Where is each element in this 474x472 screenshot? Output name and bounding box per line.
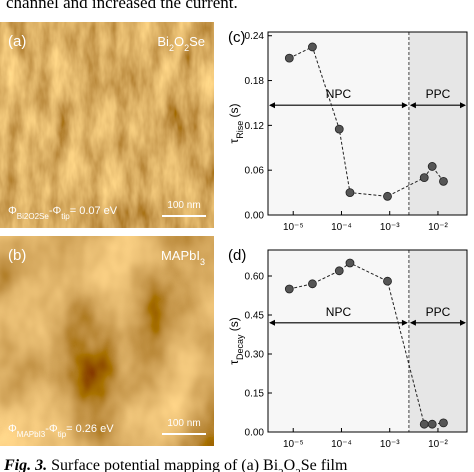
text-part: O bbox=[174, 34, 184, 49]
panel-label: (b) bbox=[8, 247, 26, 264]
material-label: Bi2O2Se bbox=[157, 34, 205, 53]
arrow-head bbox=[409, 102, 466, 109]
plot-frame bbox=[267, 31, 468, 216]
data-point bbox=[419, 419, 429, 429]
region-label: NPC bbox=[326, 305, 352, 319]
text-part: Decay bbox=[235, 334, 245, 360]
data-point bbox=[383, 276, 392, 286]
data-point bbox=[345, 188, 355, 197]
text-part: Φ bbox=[8, 423, 17, 435]
region-label: NPC bbox=[326, 87, 352, 101]
data-point bbox=[439, 176, 448, 186]
region-label: PPC bbox=[426, 87, 451, 101]
panel-label: (d) bbox=[228, 247, 246, 264]
plot-frame bbox=[267, 249, 468, 433]
data-point bbox=[334, 124, 344, 134]
region-shade bbox=[408, 250, 467, 432]
text-part: 2 bbox=[169, 43, 174, 53]
y-tick-label: 0.15 bbox=[245, 389, 265, 400]
text-part: 2 bbox=[295, 467, 301, 472]
data-point bbox=[308, 279, 317, 289]
text-part: tip bbox=[58, 430, 67, 439]
text-part: = 0.26 eV bbox=[66, 423, 114, 435]
data-point bbox=[427, 419, 437, 429]
text-part: -Φ bbox=[45, 423, 58, 435]
x-tick-label: 10⁻⁴ bbox=[331, 222, 352, 233]
x-tick-label: 10⁻² bbox=[428, 222, 448, 233]
data-point bbox=[308, 42, 317, 52]
y-tick-label: 0.06 bbox=[245, 166, 265, 177]
data-point bbox=[439, 418, 448, 428]
data-point bbox=[284, 284, 294, 294]
text-part: Bi bbox=[157, 34, 169, 49]
x-tick-label: 10⁻³ bbox=[380, 222, 400, 233]
afm-image bbox=[0, 236, 214, 446]
y-tick-label: 0.24 bbox=[245, 31, 265, 42]
text-part: = 0.07 eV bbox=[70, 205, 118, 217]
potential-label: ΦBi2O2Se-Φtip= 0.07 eV bbox=[8, 205, 118, 221]
y-tick-label: 0.00 bbox=[245, 211, 265, 222]
text-part: tip bbox=[61, 212, 70, 221]
panel-label: (c) bbox=[228, 29, 246, 46]
x-tick-label: 10⁻³ bbox=[380, 439, 400, 450]
x-tick-label: 10⁻⁴ bbox=[331, 439, 352, 450]
panel-label: (a) bbox=[8, 33, 26, 50]
text-part: Surface potential mapping of (a) Bi bbox=[47, 457, 279, 472]
text-part: Φ bbox=[8, 205, 17, 217]
text-part: MAPbI bbox=[161, 248, 200, 263]
data-point bbox=[427, 162, 437, 171]
text-part: 2 bbox=[184, 43, 189, 53]
caption: Fig. 3. Surface potential mapping of (a)… bbox=[3, 457, 348, 472]
x-tick-label: 10⁻⁵ bbox=[283, 222, 304, 233]
data-point bbox=[383, 191, 392, 201]
potential-label: ΦMAPbI3-Φtip= 0.26 eV bbox=[8, 423, 114, 439]
data-point bbox=[334, 266, 344, 276]
text-part: Se film bbox=[301, 457, 348, 472]
text-part: 3 bbox=[200, 257, 205, 267]
y-tick-label: 0.45 bbox=[245, 311, 265, 322]
text-part: Bi2O2Se bbox=[17, 212, 50, 221]
data-point bbox=[345, 258, 355, 268]
y-axis-label: τDecay (s) bbox=[227, 317, 245, 365]
y-tick-label: 0.12 bbox=[245, 121, 265, 132]
afm-image bbox=[0, 22, 214, 228]
text-part: MAPbI3 bbox=[17, 430, 46, 439]
text-part: (s) bbox=[227, 317, 241, 334]
region-label: PPC bbox=[426, 305, 451, 319]
chart: NPC PPC 0.00 0.06 0.12 0.18 0.24 10⁻⁵ 10⁻⁴ 10⁻³ 10… bbox=[227, 29, 468, 233]
text-part: O bbox=[284, 457, 296, 472]
region-shade bbox=[408, 32, 467, 215]
chart: NPC PPC 0.00 0.15 0.30 0.45 0.60 10⁻⁵ 10⁻⁴ 10⁻³ 10… bbox=[227, 247, 468, 450]
text-part: Se bbox=[189, 34, 205, 49]
scale-label: 100 nm bbox=[167, 200, 200, 211]
data-point bbox=[419, 173, 429, 183]
data-point bbox=[284, 53, 294, 63]
y-axis-label: τRise (s) bbox=[227, 103, 245, 143]
x-tick-label: 10⁻² bbox=[428, 439, 448, 450]
text-part: Rise bbox=[235, 121, 245, 139]
caption-bold: Fig. 3. bbox=[3, 457, 47, 472]
text-part: -Φ bbox=[49, 205, 62, 217]
y-tick-label: 0.30 bbox=[245, 350, 265, 361]
text-part: τ bbox=[227, 139, 241, 144]
y-tick-label: 0.18 bbox=[245, 76, 265, 87]
text-part: (s) bbox=[227, 103, 241, 120]
text-part: τ bbox=[227, 360, 241, 365]
y-tick-label: 0.00 bbox=[245, 428, 265, 439]
material-label: MAPbI3 bbox=[161, 248, 205, 267]
arrow-head bbox=[409, 319, 466, 326]
scale-label: 100 nm bbox=[167, 418, 200, 429]
text-part: 2 bbox=[278, 467, 284, 472]
x-tick-label: 10⁻⁵ bbox=[283, 439, 304, 450]
top-text: channel and increased the current. bbox=[6, 0, 238, 12]
y-tick-label: 0.60 bbox=[245, 272, 265, 283]
